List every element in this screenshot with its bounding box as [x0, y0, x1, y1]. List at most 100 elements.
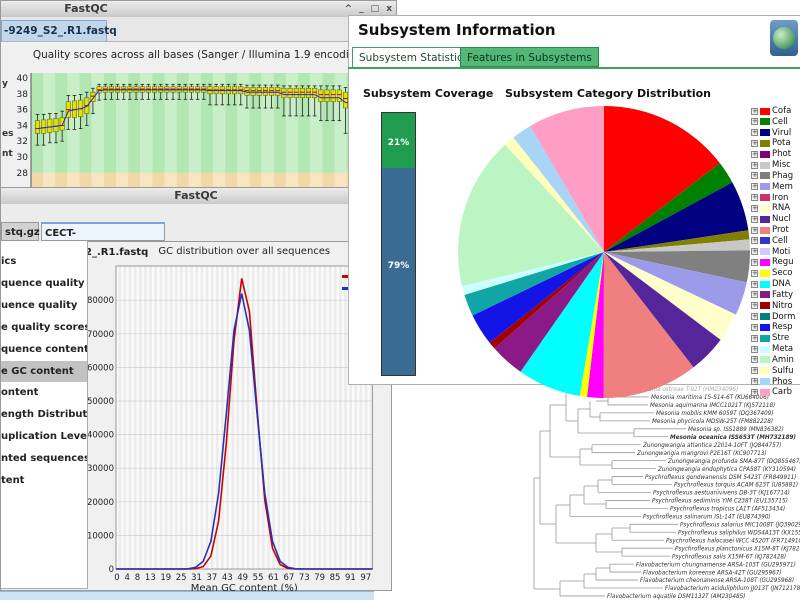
grid-stripe: [139, 266, 142, 569]
expand-plus-icon[interactable]: +: [751, 203, 758, 212]
expand-plus-icon[interactable]: +: [751, 247, 758, 256]
expand-plus-icon[interactable]: +: [751, 171, 758, 180]
expand-plus-icon[interactable]: +: [751, 117, 758, 126]
pie-slice-20: [513, 126, 604, 252]
legend-color-swatch: [760, 378, 770, 385]
legend-item[interactable]: + Carb: [751, 387, 792, 397]
taxon-label: Mesonia ostreae T-92T (HM234096): [637, 387, 738, 393]
pie-slice-7: [604, 252, 736, 340]
expand-plus-icon[interactable]: +: [751, 268, 758, 277]
legend-item[interactable]: + Dorm: [751, 312, 795, 322]
expand-plus-icon[interactable]: +: [751, 355, 758, 364]
tab-fastq-r1[interactable]: CECT-9249_S2_.R1.fastq: [41, 222, 165, 258]
expand-plus-icon[interactable]: +: [751, 182, 758, 191]
shade-icon[interactable]: ^: [344, 4, 353, 14]
expand-plus-icon[interactable]: +: [751, 257, 758, 266]
legend-item[interactable]: + Cell: [751, 236, 788, 246]
legend-item[interactable]: + Sulfu: [751, 366, 794, 376]
sidebar-item[interactable]: e GC content: [1, 360, 87, 382]
legend-item[interactable]: + Iron: [751, 193, 788, 203]
quality-box: [34, 120, 40, 134]
tab-subsystem-statistics[interactable]: Subsystem Statistics: [352, 47, 476, 67]
legend-item[interactable]: + Stre: [751, 333, 789, 343]
grid-stripe: [146, 266, 150, 569]
sidebar-item[interactable]: ength Distribution: [1, 409, 87, 421]
sidebar-item[interactable]: ontent: [1, 387, 39, 399]
legend-color-swatch: [760, 118, 770, 126]
expand-plus-icon[interactable]: +: [751, 290, 758, 299]
sidebar-item-fragment[interactable]: es: [2, 129, 14, 139]
legend-item[interactable]: + Meta: [751, 344, 793, 354]
taskbar-strip[interactable]: [0, 591, 374, 600]
quality-zone-good: [249, 73, 262, 173]
expand-plus-icon[interactable]: +: [751, 344, 758, 353]
coverage-stacked-bar: 21% 79%: [381, 112, 416, 376]
legend-item[interactable]: + Misc: [751, 160, 791, 170]
sidebar-item[interactable]: ics: [1, 256, 17, 267]
legend-item[interactable]: + Virul: [751, 128, 791, 138]
expand-plus-icon[interactable]: +: [751, 149, 758, 158]
expand-plus-icon[interactable]: +: [751, 301, 758, 310]
legend-item[interactable]: + Fatty: [751, 290, 793, 300]
sidebar-item[interactable]: uplication Levels: [1, 431, 87, 443]
legend-item[interactable]: + Cell: [751, 117, 788, 127]
sidebar-item[interactable]: uence quality: [1, 299, 78, 311]
expand-plus-icon[interactable]: +: [751, 138, 758, 147]
sidebar-item[interactable]: e quality scores: [1, 321, 87, 333]
expand-plus-icon[interactable]: +: [751, 333, 758, 342]
sidebar-item-fragment[interactable]: nt: [2, 149, 13, 159]
sidebar-item[interactable]: nted sequences: [1, 453, 87, 465]
quality-zone-warn: [261, 172, 274, 189]
grid-stripe: [203, 266, 206, 569]
y-tick-label: 80000: [88, 296, 114, 306]
sidebar-item[interactable]: tent: [1, 475, 25, 486]
expand-plus-icon[interactable]: +: [751, 225, 758, 234]
quality-zone-warn: [152, 172, 165, 189]
legend-item[interactable]: + Nucl: [751, 214, 791, 224]
minimize-icon[interactable]: _: [359, 4, 364, 14]
legend-item[interactable]: + RNA: [751, 203, 790, 213]
close-icon[interactable]: x: [386, 4, 392, 14]
legend-item[interactable]: + Seco: [751, 268, 793, 278]
expand-plus-icon[interactable]: +: [751, 366, 758, 375]
expand-plus-icon[interactable]: +: [751, 128, 758, 137]
sidebar-item[interactable]: quence quality: [1, 277, 85, 289]
sidebar-item-fragment[interactable]: y: [2, 79, 8, 89]
expand-plus-icon[interactable]: +: [751, 387, 758, 396]
legend-item[interactable]: + Phag: [751, 171, 793, 181]
expand-plus-icon[interactable]: +: [751, 279, 758, 288]
legend-item[interactable]: + DNA: [751, 279, 791, 289]
tab-fastq-file[interactable]: -9249_S2_.R1.fastq: [1, 20, 117, 41]
expand-plus-icon[interactable]: +: [751, 322, 758, 331]
legend-item[interactable]: + Nitro: [751, 301, 793, 311]
expand-plus-icon[interactable]: +: [751, 236, 758, 245]
legend-item[interactable]: + Amin: [751, 355, 794, 365]
legend-item[interactable]: + Cofa: [751, 106, 791, 116]
tab-features-in-subsystems[interactable]: Features in Subsystems: [460, 47, 599, 67]
expand-plus-icon[interactable]: +: [751, 160, 758, 169]
legend-item[interactable]: + Phot: [751, 149, 791, 159]
maximize-icon[interactable]: □: [370, 4, 380, 14]
legend-item[interactable]: + Regu: [751, 257, 794, 267]
legend-item[interactable]: + Pota: [751, 138, 791, 148]
legend-item[interactable]: + Moti: [751, 247, 790, 257]
expand-plus-icon[interactable]: +: [751, 106, 758, 115]
grid-stripe: [131, 266, 134, 569]
expand-plus-icon[interactable]: +: [751, 312, 758, 321]
legend-color-swatch: [760, 204, 770, 212]
legend-item[interactable]: + Mem: [751, 182, 793, 192]
tab-fastq-gz[interactable]: stq.gz: [1, 222, 40, 241]
legend-item[interactable]: + Prot: [751, 225, 789, 235]
legend-item[interactable]: + Resp: [751, 322, 793, 332]
expand-plus-icon[interactable]: +: [751, 214, 758, 223]
legend-item[interactable]: + Phos: [751, 377, 792, 387]
grid-stripe: [349, 266, 352, 569]
expand-plus-icon[interactable]: +: [751, 377, 758, 385]
expand-plus-icon[interactable]: +: [751, 193, 758, 202]
window-titlebar[interactable]: FastQC ^ _ □ x: [1, 1, 396, 18]
quality-box: [306, 87, 312, 99]
y-tick-label: 30000: [88, 464, 114, 474]
window-titlebar[interactable]: FastQC: [1, 188, 391, 205]
grid-stripe: [354, 266, 358, 569]
sidebar-item[interactable]: quence content: [1, 343, 87, 355]
